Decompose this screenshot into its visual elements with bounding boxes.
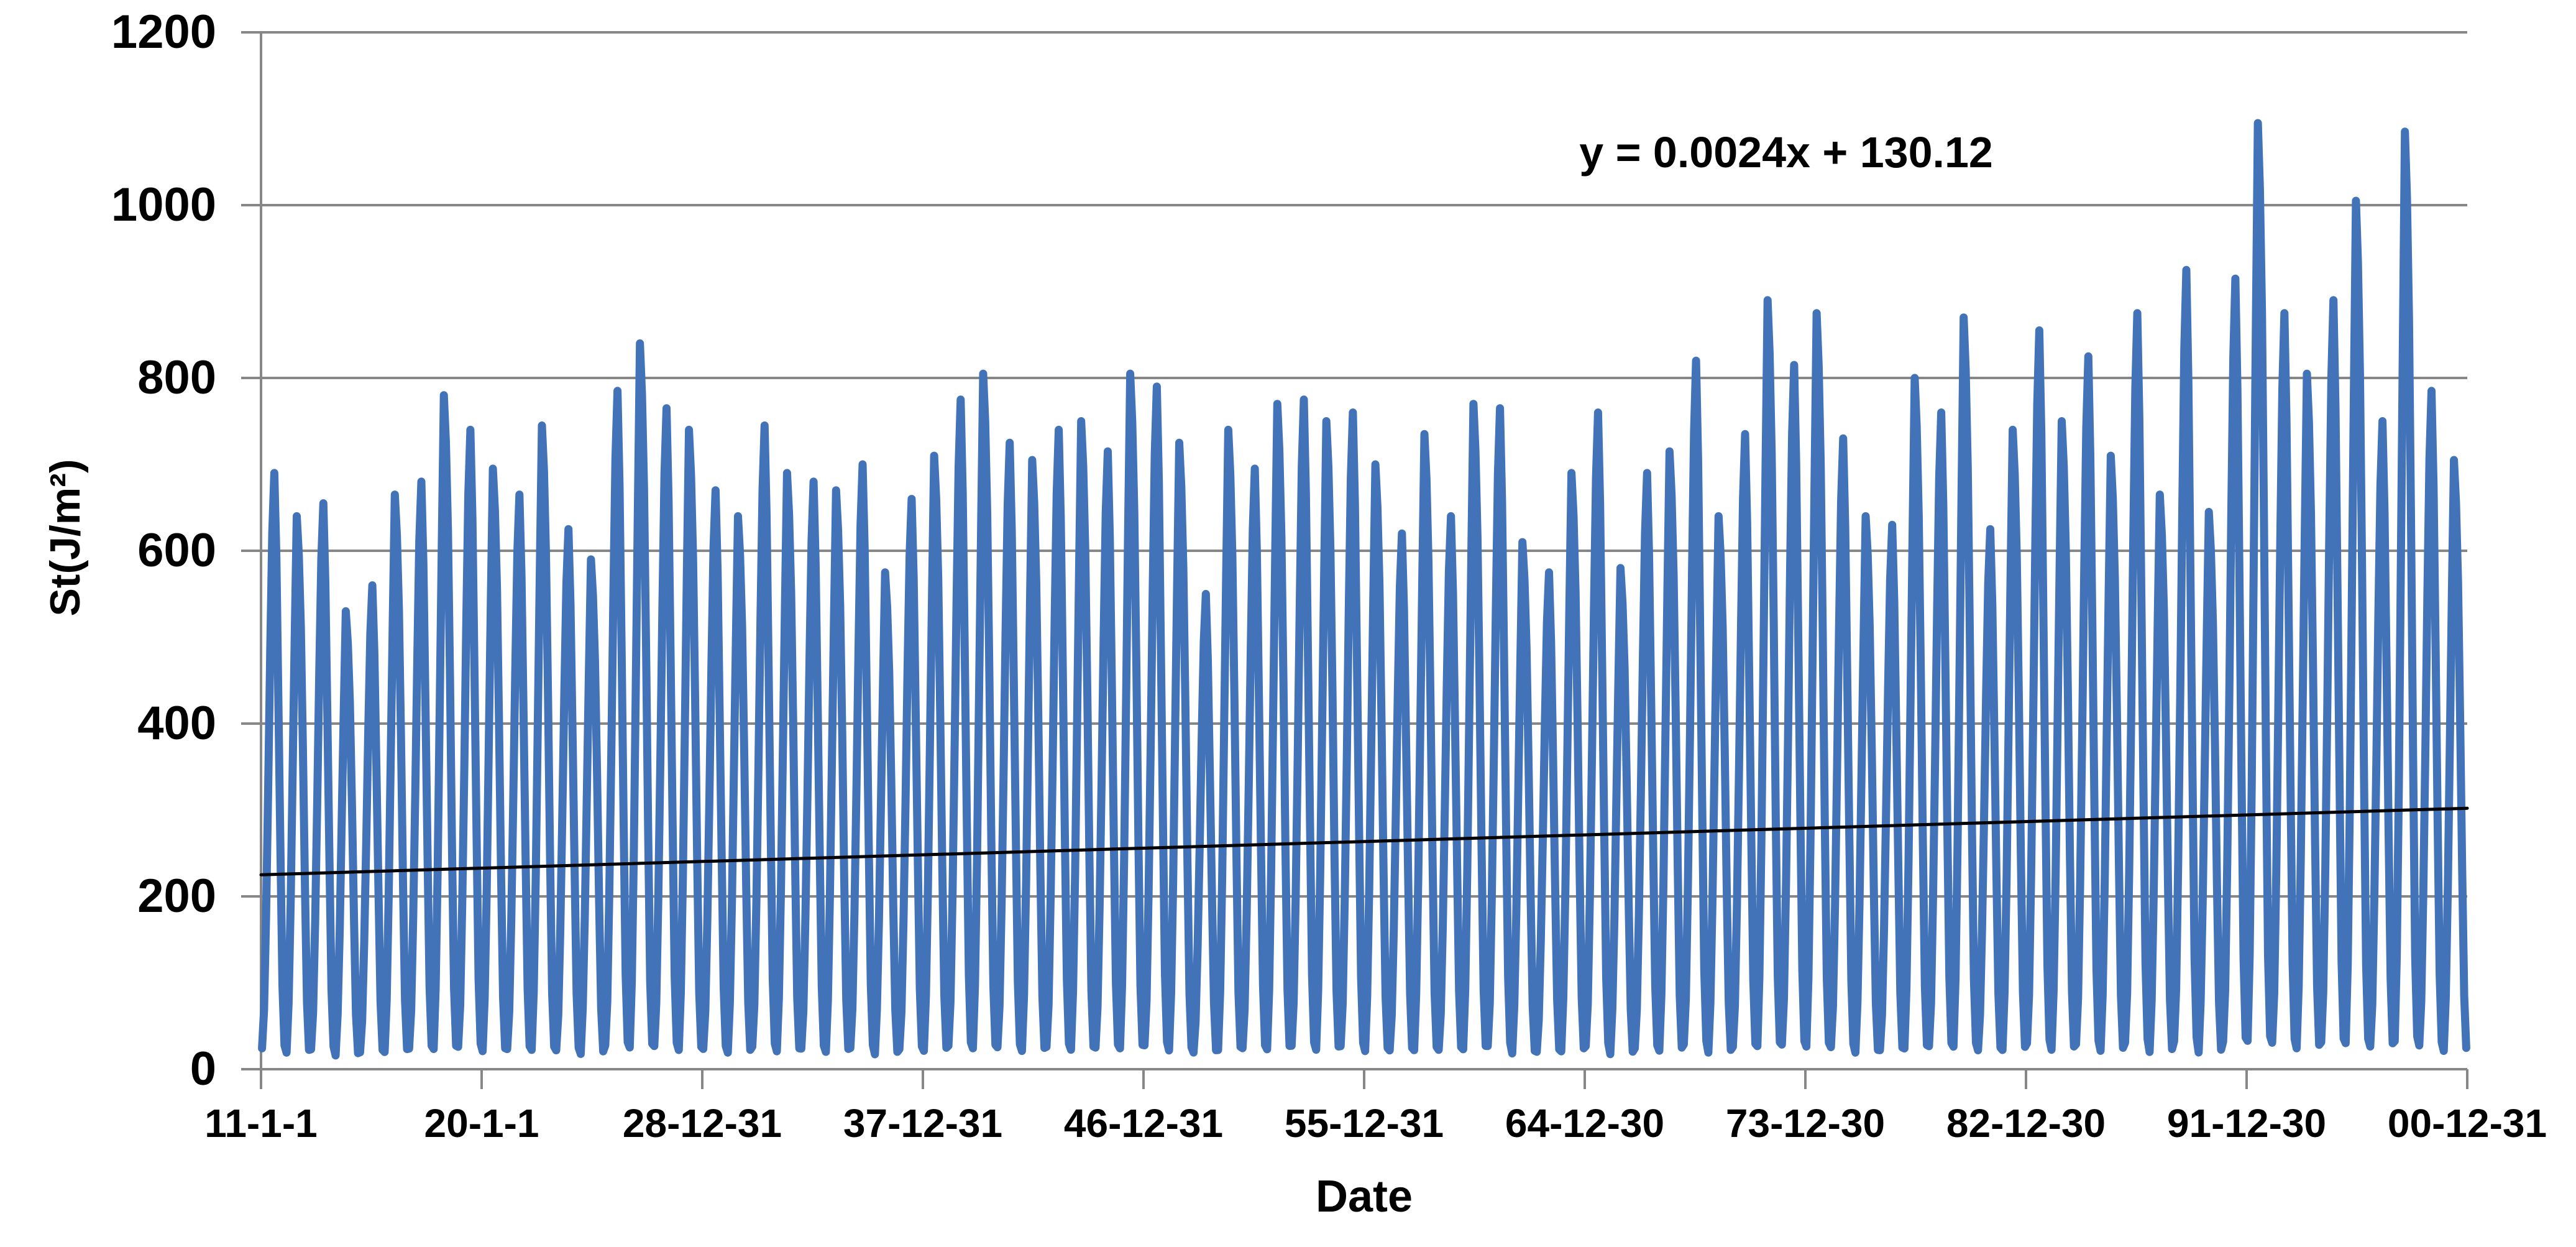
y-tick-label-400: 400: [137, 697, 216, 750]
radiation-series-line: [258, 119, 2470, 1060]
y-tick-label-200: 200: [137, 870, 216, 923]
x-tick-label-37-12-31: 37-12-31: [843, 1101, 1003, 1146]
x-tick-label-73-12-30: 73-12-30: [1725, 1101, 1886, 1146]
y-tick-label-0: 0: [190, 1042, 216, 1095]
y-tick-label-800: 800: [137, 351, 216, 404]
x-tick-label-11-1-1: 11-1-1: [204, 1101, 318, 1146]
y-tick-label-1200: 1200: [111, 6, 216, 58]
y-tick-label-1000: 1000: [111, 178, 216, 231]
y-axis-title: St(J/m²): [42, 459, 89, 617]
x-tick-label-28-12-31: 28-12-31: [622, 1101, 782, 1146]
x-tick-label-00-12-31: 00-12-31: [2387, 1101, 2547, 1146]
trendline-equation-label: y = 0.0024x + 130.12: [1579, 128, 1993, 177]
x-tick-label-82-12-30: 82-12-30: [1946, 1101, 2106, 1146]
x-tick-label-20-1-1: 20-1-1: [424, 1101, 539, 1146]
trendline: [259, 806, 2469, 877]
x-axis-title: Date: [1315, 1172, 1413, 1222]
x-tick-label-46-12-31: 46-12-31: [1063, 1101, 1224, 1146]
x-tick-label-55-12-31: 55-12-31: [1284, 1101, 1444, 1146]
x-tick-label-91-12-30: 91-12-30: [2166, 1101, 2327, 1146]
y-tick-label-600: 600: [137, 524, 216, 577]
x-tick-label-64-12-30: 64-12-30: [1505, 1101, 1665, 1146]
